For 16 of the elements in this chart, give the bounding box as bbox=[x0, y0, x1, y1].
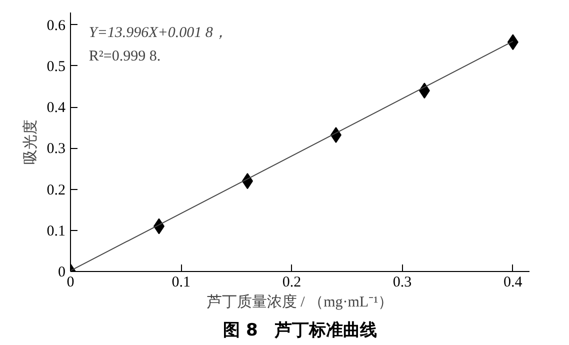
annotation: R²=0.999 8. bbox=[88, 48, 161, 65]
x-tick-label: 0.1 bbox=[172, 274, 190, 290]
text: 图 8 芦丁标准曲线 bbox=[223, 320, 377, 340]
x-axis-title: 芦丁质量浓度 / （mg·mL⁻¹） bbox=[206, 294, 394, 310]
y-tick-label: 0.4 bbox=[46, 100, 66, 116]
y-tick-label: 0 bbox=[58, 264, 66, 280]
y-tick-label: 0.6 bbox=[46, 18, 66, 34]
y-axis-title: 吸光度 bbox=[22, 120, 39, 164]
x-tick-label: 0.2 bbox=[282, 274, 302, 290]
y-tick-label: 0.5 bbox=[46, 58, 66, 75]
y-tick-label: 0.2 bbox=[46, 182, 66, 198]
y-tick-label: 0.3 bbox=[46, 141, 66, 158]
x-tick-label: 0.4 bbox=[504, 274, 523, 290]
annotation: Y=13.996X+0.001 8， bbox=[88, 25, 228, 42]
y-tick-label: 0.1 bbox=[46, 223, 66, 240]
x-tick-label: 0.3 bbox=[392, 274, 412, 290]
